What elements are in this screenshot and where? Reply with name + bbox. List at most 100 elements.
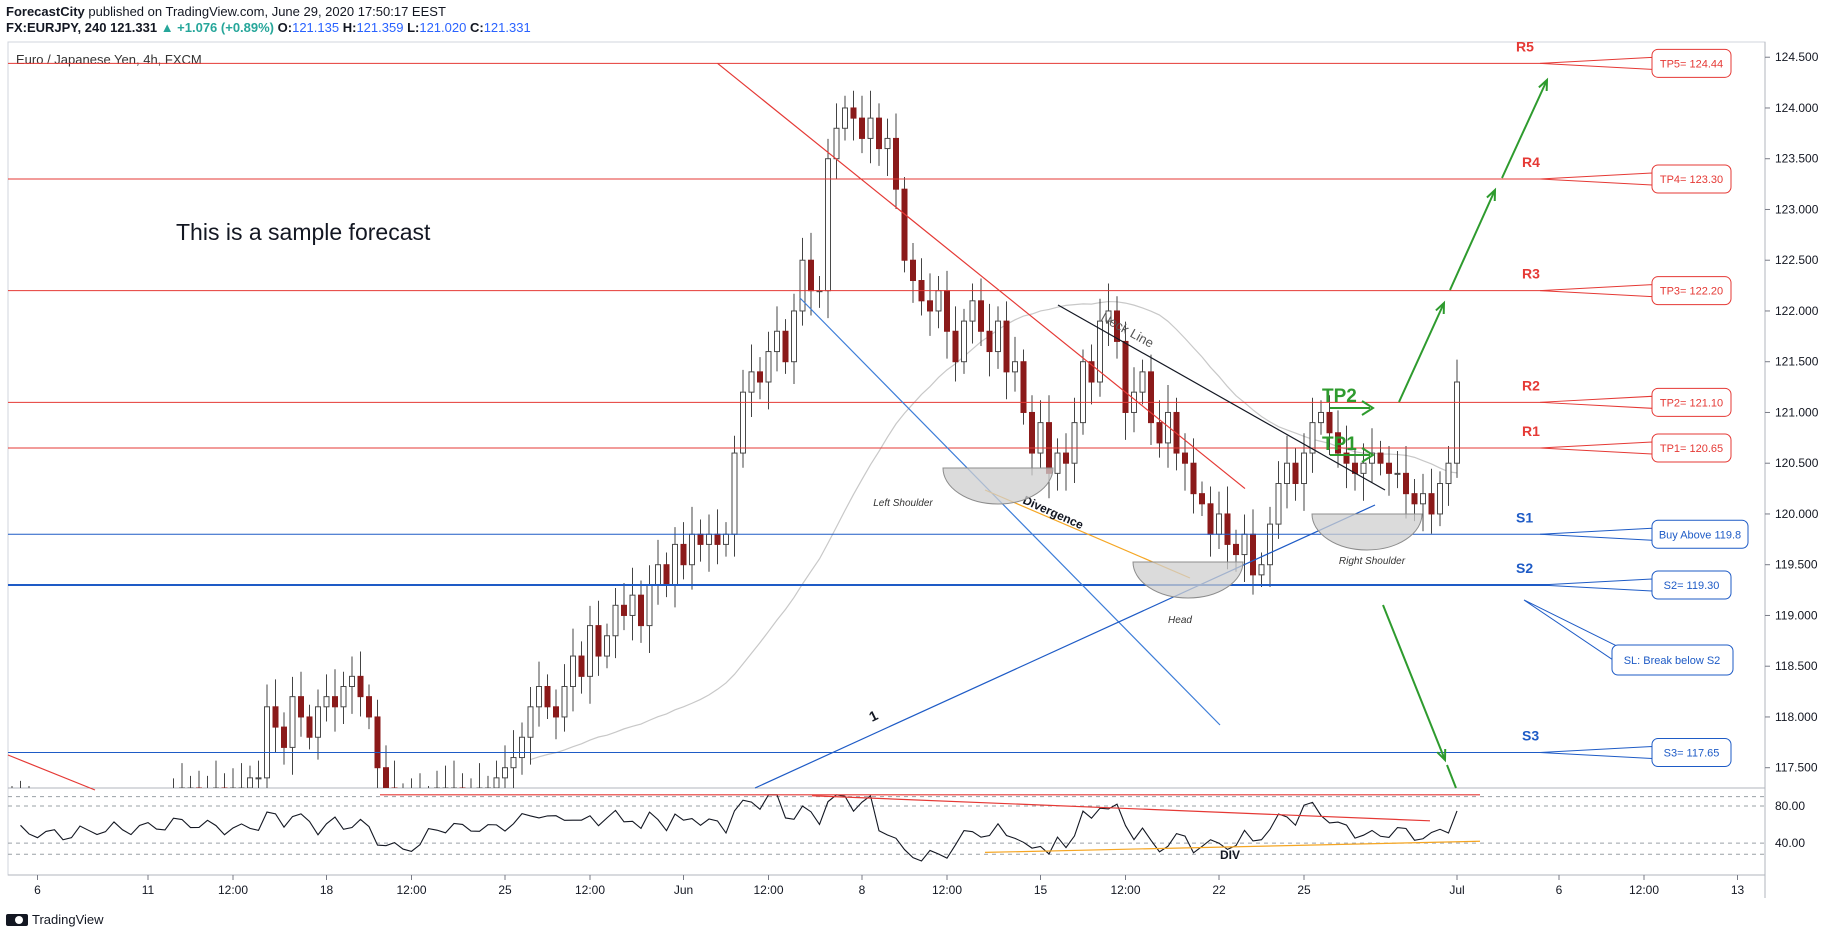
candle xyxy=(1309,397,1316,473)
candle xyxy=(1403,445,1409,519)
candle xyxy=(1122,321,1129,440)
x-tick-label: 25 xyxy=(1297,883,1311,897)
candle xyxy=(995,306,1001,369)
projection-arrow-down-head xyxy=(1436,748,1447,763)
candle xyxy=(476,763,483,788)
candle xyxy=(570,628,576,712)
candle xyxy=(952,306,959,382)
level-label-r4: R4 xyxy=(1522,154,1540,170)
x-tick-label: 11 xyxy=(142,883,155,897)
publisher-name[interactable]: ForecastCity xyxy=(6,4,85,19)
candle xyxy=(604,623,610,669)
y-tick-label: 122.500 xyxy=(1775,253,1819,267)
candle xyxy=(1088,344,1095,405)
candle xyxy=(740,369,746,468)
candle xyxy=(419,773,421,788)
candle xyxy=(1071,397,1078,484)
right-shoulder-label: Right Shoulder xyxy=(1339,556,1406,567)
open-label: O: xyxy=(277,20,293,35)
candle xyxy=(1292,448,1299,501)
candle xyxy=(323,674,330,722)
y-tick-label: 118.000 xyxy=(1775,710,1818,724)
candle xyxy=(1003,301,1010,400)
symbol: FX:EURJPY, 240 xyxy=(6,20,107,35)
candle xyxy=(451,760,457,788)
y-tick-label: 119.000 xyxy=(1775,608,1818,622)
neck-line xyxy=(1057,304,1386,491)
candle xyxy=(910,242,916,303)
x-tick-label: Jun xyxy=(674,883,693,897)
candle xyxy=(459,773,466,788)
moving-average-line xyxy=(530,300,1458,761)
head-bowl xyxy=(1132,561,1244,599)
candle xyxy=(680,522,687,580)
callout-text-r4: TP4= 123.30 xyxy=(1660,174,1723,186)
last-price: 121.331 xyxy=(110,20,158,35)
candle xyxy=(986,303,993,377)
x-tick-label: 12:00 xyxy=(218,883,248,897)
candle xyxy=(765,331,772,410)
projection-arrow-down-shaft xyxy=(1382,604,1446,761)
brand-name: TradingView xyxy=(32,912,104,927)
rsi-line xyxy=(20,794,1458,862)
candle xyxy=(1182,433,1188,491)
level-label-r5: R5 xyxy=(1516,38,1534,54)
y-tick-label: 118.500 xyxy=(1775,659,1818,673)
rsi-div-line-red xyxy=(811,795,1431,822)
candle xyxy=(629,567,636,641)
candle xyxy=(578,641,585,694)
projection-arrow-down-tail xyxy=(1446,764,1457,789)
level-label-r3: R3 xyxy=(1522,266,1540,282)
candle xyxy=(1114,296,1120,359)
y-tick-label: 117.500 xyxy=(1775,761,1818,775)
projection-arrow-2-shaft xyxy=(1449,189,1496,291)
callout-text-r3: TP3= 122.20 xyxy=(1660,286,1723,298)
candle xyxy=(1267,506,1273,588)
candle xyxy=(281,712,287,765)
candle xyxy=(595,600,602,676)
x-tick-label: 13 xyxy=(1731,883,1745,897)
candle xyxy=(442,765,449,788)
footer-brand[interactable]: TradingView xyxy=(6,912,104,927)
candle xyxy=(1012,336,1018,392)
candle xyxy=(255,760,262,788)
candle xyxy=(213,760,219,788)
y-tick-label: 124.000 xyxy=(1775,101,1819,115)
blue-channel-line xyxy=(799,297,1221,726)
candle xyxy=(1037,400,1044,468)
candle xyxy=(264,684,270,788)
candle xyxy=(221,773,228,788)
candle xyxy=(485,775,491,788)
rsi-div-label: DIV xyxy=(1220,848,1240,862)
x-tick-label: 15 xyxy=(1034,883,1048,897)
candle xyxy=(1428,468,1435,534)
rsi-div-line-orange xyxy=(984,840,1481,854)
candle xyxy=(1326,395,1333,456)
x-tick-label: 12:00 xyxy=(1629,883,1659,897)
candle xyxy=(969,283,976,344)
candle xyxy=(374,699,381,788)
y-tick-label: 120.000 xyxy=(1775,507,1819,521)
candle xyxy=(383,745,389,788)
candle xyxy=(1394,451,1401,489)
close-label: C: xyxy=(469,20,484,35)
projection-arrow-1-shaft xyxy=(1398,302,1445,403)
symbol-info: FX:EURJPY, 240 121.331 ▲ +1.076 (+0.89%)… xyxy=(6,20,531,36)
projection-arrow-1-head xyxy=(1435,300,1446,315)
callout-box xyxy=(1651,164,1732,194)
candle xyxy=(1420,473,1426,532)
candle xyxy=(561,664,568,732)
candle xyxy=(315,689,321,760)
low-value: 121.020 xyxy=(419,20,467,35)
candle xyxy=(230,768,236,788)
candle xyxy=(179,763,185,788)
candle xyxy=(757,357,763,400)
tradingview-logo-icon xyxy=(6,913,28,926)
candle xyxy=(1454,359,1460,478)
callout-text-r1: TP1= 120.65 xyxy=(1660,443,1723,455)
candle xyxy=(1386,445,1392,496)
low-label: L: xyxy=(407,20,420,35)
candle xyxy=(1437,471,1443,527)
level-label-r2: R2 xyxy=(1522,377,1540,393)
